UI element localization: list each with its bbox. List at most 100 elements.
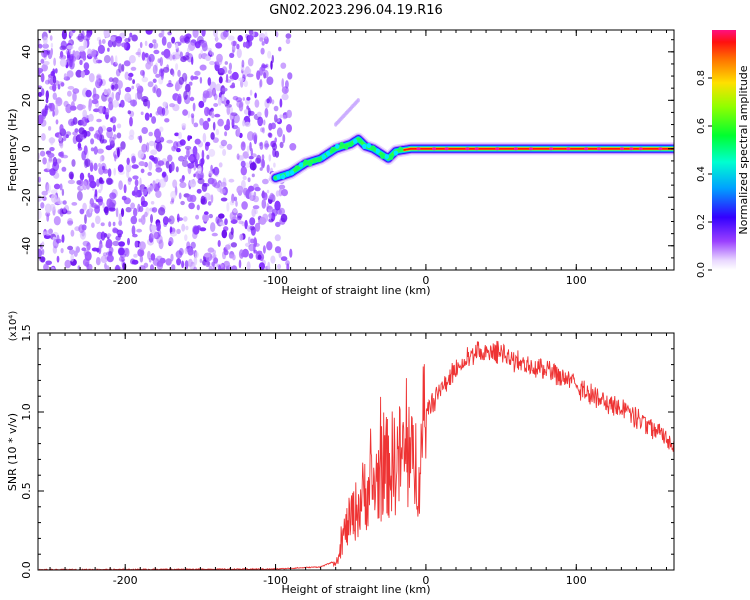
noise-blob	[87, 172, 91, 178]
noise-blob	[162, 216, 169, 226]
noise-blob	[170, 161, 175, 172]
figure-title: GN02.2023.296.04.19.R16	[269, 3, 443, 18]
noise-blob	[210, 222, 216, 233]
noise-blob	[155, 142, 163, 152]
noise-blob	[252, 183, 259, 191]
signal-spot	[335, 143, 340, 149]
noise-blob	[209, 60, 215, 66]
colorbar-tick-label: 0.8	[696, 70, 707, 86]
noise-blob	[161, 107, 166, 116]
noise-blob	[169, 103, 176, 108]
noise-blob	[123, 184, 127, 194]
noise-blob	[73, 56, 76, 62]
noise-blob	[110, 55, 114, 66]
noise-blob	[252, 132, 258, 142]
noise-blob	[49, 35, 53, 41]
noise-blob	[251, 173, 255, 178]
signal-spot	[398, 146, 403, 152]
noise-blob	[152, 180, 156, 190]
noise-blob	[160, 69, 163, 74]
noise-blob	[246, 73, 254, 78]
noise-blob	[206, 154, 210, 160]
signal-spot	[384, 154, 389, 160]
noise-blob	[72, 92, 77, 102]
noise-blob	[248, 107, 251, 118]
noise-blob	[150, 224, 157, 231]
snr-y-tick-label: 1.0	[20, 403, 33, 421]
spectrogram-y-tick-label: 20	[20, 93, 33, 107]
snr-y-tick-label: 0.5	[20, 482, 33, 500]
noise-blob	[230, 227, 234, 236]
noise-blob	[262, 69, 269, 79]
noise-blob	[96, 248, 100, 253]
noise-blob	[242, 187, 249, 196]
noise-blob	[166, 64, 169, 70]
noise-blob	[42, 157, 47, 165]
noise-blob	[248, 185, 255, 192]
noise-blob	[175, 42, 179, 49]
noise-blob	[163, 222, 167, 227]
noise-blob	[213, 30, 218, 38]
signal-peak-spot	[513, 147, 518, 151]
spectrogram-y-tick-label: 40	[20, 45, 33, 59]
noise-blob	[208, 170, 213, 176]
noise-blob	[166, 139, 173, 144]
noise-blob	[59, 50, 64, 58]
noise-blob	[59, 183, 63, 191]
noise-blob	[124, 86, 132, 93]
noise-blob	[242, 151, 249, 159]
noise-blob	[59, 45, 67, 51]
snr-x-tick-label: -100	[263, 574, 288, 587]
noise-blob	[201, 149, 205, 160]
noise-blob	[144, 52, 149, 58]
noise-blob	[220, 139, 228, 147]
noise-blob	[185, 83, 191, 93]
noise-blob	[176, 258, 182, 266]
noise-blob	[270, 60, 273, 70]
noise-blob	[112, 240, 120, 247]
noise-blob	[187, 135, 191, 142]
noise-blob	[179, 181, 187, 189]
noise-blob	[186, 47, 191, 53]
noise-blob	[270, 167, 273, 174]
noise-blob	[201, 30, 206, 37]
noise-blob	[151, 207, 158, 213]
noise-blob	[215, 42, 223, 49]
noise-blob	[274, 200, 281, 211]
noise-blob	[49, 77, 54, 86]
noise-blob	[170, 231, 177, 237]
noise-blob	[147, 81, 154, 88]
noise-blob	[271, 99, 275, 105]
noise-blob	[261, 41, 265, 46]
noise-blob	[44, 203, 52, 214]
signal-peak-spot	[495, 147, 500, 151]
noise-blob	[170, 190, 177, 200]
noise-blob	[257, 254, 262, 260]
noise-blob	[123, 42, 127, 50]
noise-blob	[178, 155, 185, 162]
noise-blob	[108, 77, 114, 83]
noise-blob	[230, 219, 238, 225]
noise-blob	[193, 256, 198, 266]
noise-blob	[106, 254, 114, 263]
noise-blob	[60, 151, 65, 159]
snr-y-tick-label: 0.0	[20, 561, 33, 579]
noise-blob	[164, 118, 170, 123]
noise-blob	[106, 177, 113, 185]
signal-peak-spot	[658, 147, 663, 151]
noise-blob	[266, 76, 274, 85]
noise-blob	[227, 69, 232, 75]
snr-y-multiplier: (x10⁴)	[8, 311, 19, 342]
noise-blob	[55, 103, 58, 111]
noise-blob	[231, 125, 239, 130]
noise-blob	[201, 182, 208, 192]
noise-blob	[184, 248, 188, 254]
noise-blob	[224, 131, 228, 137]
noise-blob	[270, 255, 276, 264]
noise-blob	[179, 51, 184, 59]
noise-blob	[152, 78, 157, 84]
noise-blob	[188, 81, 193, 86]
noise-blob	[237, 35, 243, 42]
noise-blob	[248, 253, 254, 259]
